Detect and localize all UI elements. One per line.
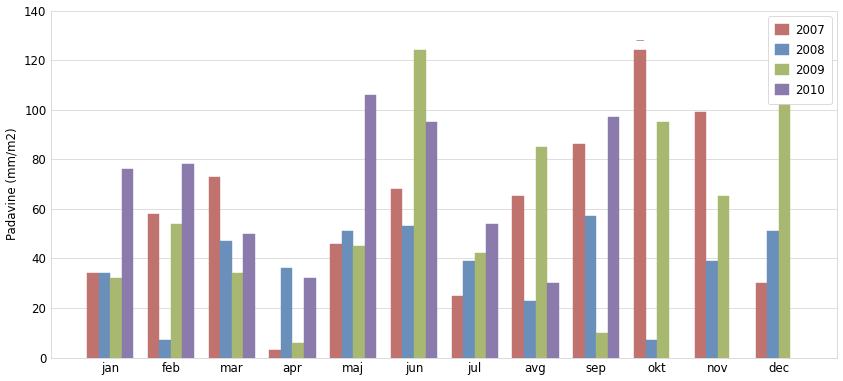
Bar <box>585 216 596 358</box>
Bar <box>718 197 729 358</box>
Legend: 2007, 2008, 2009, 2010: 2007, 2008, 2009, 2010 <box>768 16 831 104</box>
Bar <box>208 177 220 358</box>
Bar <box>695 112 706 358</box>
Bar <box>513 197 524 358</box>
Bar <box>232 273 244 358</box>
Bar <box>767 231 779 358</box>
Bar <box>87 273 99 358</box>
Bar <box>535 147 547 358</box>
Bar <box>464 261 475 358</box>
Bar <box>657 122 668 358</box>
Bar <box>244 234 255 358</box>
Bar <box>573 144 585 358</box>
Bar <box>182 164 194 358</box>
Bar <box>634 50 646 358</box>
Bar <box>547 283 559 358</box>
Bar <box>293 343 304 358</box>
Bar <box>475 253 486 358</box>
Bar <box>486 224 498 358</box>
Bar <box>646 340 657 358</box>
Bar <box>99 273 110 358</box>
Bar <box>330 243 341 358</box>
Bar <box>402 226 414 358</box>
Bar <box>779 102 790 358</box>
Bar <box>159 340 171 358</box>
Text: —: — <box>636 36 644 45</box>
Bar <box>353 246 365 358</box>
Bar <box>414 50 426 358</box>
Y-axis label: Padavine (mm/m2): Padavine (mm/m2) <box>6 128 19 240</box>
Bar <box>148 214 159 358</box>
Bar <box>281 268 293 358</box>
Bar <box>220 241 232 358</box>
Bar <box>755 283 767 358</box>
Bar <box>365 95 376 358</box>
Bar <box>608 117 620 358</box>
Bar <box>596 333 608 358</box>
Bar <box>304 278 315 358</box>
Bar <box>706 261 718 358</box>
Bar <box>270 350 281 358</box>
Bar <box>452 296 464 358</box>
Bar <box>524 301 535 358</box>
Bar <box>121 169 133 358</box>
Bar <box>391 189 402 358</box>
Bar <box>171 224 182 358</box>
Bar <box>426 122 438 358</box>
Bar <box>110 278 121 358</box>
Bar <box>341 231 353 358</box>
